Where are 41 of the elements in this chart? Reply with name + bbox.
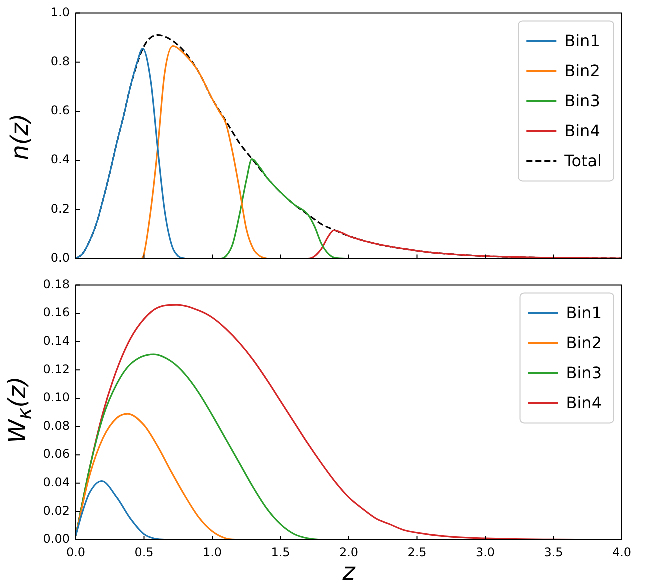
line-series	[76, 46, 268, 259]
x-tick-label: 3.5	[544, 545, 564, 560]
legend-label: Bin4	[564, 121, 600, 140]
x-tick-label: 0.0	[66, 545, 86, 560]
y-tick-label: 0.16	[43, 306, 70, 320]
legend-label: Bin3	[564, 91, 600, 110]
line-series	[76, 480, 172, 540]
y-tick-label: 0.00	[43, 532, 70, 546]
y-tick-label: 0.14	[43, 334, 70, 348]
y-tick-label: 0.04	[43, 476, 70, 490]
legend-label: Bin1	[564, 31, 600, 50]
y-tick-label: 0.12	[43, 362, 70, 376]
y-tick-label: 0.06	[43, 447, 70, 462]
y-tick-label: 0.10	[43, 390, 70, 405]
y-tick-label: 0.4	[50, 152, 70, 167]
y-tick-label: 1.0	[50, 5, 70, 20]
y-tick-label: 0.0	[50, 250, 70, 265]
legend-label: Bin1	[566, 303, 602, 322]
line-series	[76, 413, 241, 540]
y-tick-label: 0.02	[43, 504, 70, 518]
legend-label: Total	[564, 151, 602, 170]
x-axis-title: z	[342, 558, 356, 586]
x-tick-label: 0.5	[134, 545, 154, 560]
line-series	[76, 48, 186, 259]
y-tick-label: 0.2	[50, 202, 70, 216]
legend-label: Bin2	[566, 333, 602, 352]
x-tick-label: 1.5	[271, 545, 290, 560]
y-tick-label: 0.6	[50, 104, 70, 118]
y-tick-label: 0.08	[43, 418, 70, 433]
legend-label: Bin3	[566, 363, 602, 382]
y-tick-label: 0.8	[50, 54, 70, 68]
x-tick-label: 3.0	[476, 545, 496, 560]
legend-label: Bin2	[564, 61, 600, 80]
y-axis-title: n(z)	[6, 113, 34, 160]
line-series	[76, 354, 322, 540]
x-tick-label: 1.0	[202, 545, 222, 560]
x-tick-label: 2.0	[339, 545, 359, 560]
y-tick-label: 0.18	[43, 277, 70, 292]
x-tick-label: 2.5	[408, 545, 427, 560]
legend-label: Bin4	[566, 393, 602, 412]
x-tick-label: 4.0	[612, 545, 632, 560]
